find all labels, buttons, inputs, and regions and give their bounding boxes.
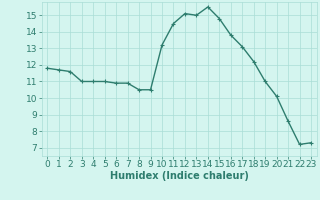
X-axis label: Humidex (Indice chaleur): Humidex (Indice chaleur): [110, 171, 249, 181]
